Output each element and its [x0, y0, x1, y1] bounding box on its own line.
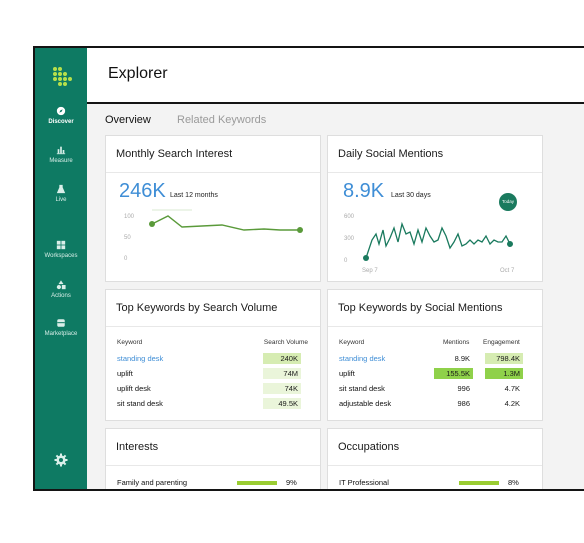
- interests-card: Interests Family and parenting 9%: [105, 428, 321, 489]
- top-keywords-social-mentions-card: Top Keywords by Social Mentions Keyword …: [327, 289, 543, 421]
- divider: [328, 465, 542, 466]
- card-title: Occupations: [338, 441, 400, 453]
- occupation-percent: 8%: [508, 478, 519, 487]
- tab-related-keywords[interactable]: Related Keywords: [177, 114, 267, 126]
- sidebar-item-label: Live: [55, 197, 67, 203]
- tab-overview[interactable]: Overview: [105, 114, 151, 126]
- y-axis-tick: 0: [344, 258, 348, 264]
- keyword-text: uplift: [339, 369, 355, 378]
- divider: [106, 326, 320, 327]
- search-volume-cell: 74M: [263, 368, 301, 379]
- social-mentions-line: [365, 221, 511, 259]
- occupations-card: Occupations IT Professional 8%: [327, 428, 543, 489]
- search-interest-value: 246K: [119, 180, 166, 202]
- sidebar-item-label: Workspaces: [44, 253, 78, 259]
- divider: [106, 465, 320, 466]
- card-title: Interests: [116, 441, 159, 453]
- daily-social-mentions-card: Daily Social Mentions 8.9K Last 30 days …: [327, 135, 543, 282]
- interest-bar: [237, 481, 277, 485]
- compass-icon: [56, 106, 66, 116]
- search-volume-cell: 240K: [263, 353, 301, 364]
- divider: [106, 172, 320, 173]
- sidebar-item-label: Discover: [48, 119, 74, 125]
- x-axis-tick: Sep 7: [362, 268, 378, 274]
- y-axis-tick: 300: [344, 236, 355, 242]
- app-window: Discover Measure Live Workspaces: [33, 46, 584, 491]
- interest-label: Family and parenting: [117, 478, 188, 487]
- engagement-cell: 798.4K: [485, 353, 523, 364]
- gear-icon[interactable]: [54, 453, 68, 467]
- engagement-cell: 4.7K: [504, 384, 520, 393]
- chart-point: [507, 241, 513, 247]
- page-header: Explorer: [87, 48, 584, 104]
- keyword-text: sit stand desk: [339, 384, 385, 393]
- y-axis-tick: 0: [124, 256, 128, 262]
- sidebar-item-marketplace[interactable]: Marketplace: [35, 318, 87, 337]
- keyword-link[interactable]: standing desk: [339, 354, 386, 363]
- sidebar-item-workspaces[interactable]: Workspaces: [35, 240, 87, 259]
- mentions-cell: 155.5K: [434, 368, 473, 379]
- top-keywords-search-volume-card: Top Keywords by Search Volume Keyword Se…: [105, 289, 321, 421]
- sidebar-item-discover[interactable]: Discover: [35, 106, 87, 125]
- today-badge: Today: [499, 193, 517, 211]
- keyword-text: uplift: [117, 369, 133, 378]
- sidebar-item-actions[interactable]: Actions: [35, 280, 87, 299]
- bar-chart-icon: [56, 146, 66, 155]
- sidebar-item-label: Actions: [51, 293, 71, 299]
- search-volume-cell: 49.5K: [263, 398, 301, 409]
- flask-icon: [56, 184, 66, 194]
- keyword-text: sit stand desk: [117, 399, 163, 408]
- divider: [328, 326, 542, 327]
- column-header: Mentions: [443, 339, 470, 346]
- social-mentions-period: Last 30 days: [391, 192, 431, 199]
- sidebar: Discover Measure Live Workspaces: [35, 48, 87, 489]
- card-title: Top Keywords by Search Volume: [116, 302, 278, 314]
- search-volume-cell: 74K: [263, 383, 301, 394]
- column-header: Engagement: [483, 339, 520, 346]
- sidebar-item-label: Marketplace: [44, 331, 78, 337]
- x-axis-tick: Oct 7: [500, 268, 515, 274]
- social-mentions-value: 8.9K: [343, 180, 385, 202]
- card-title: Monthly Search Interest: [116, 148, 233, 160]
- monthly-search-interest-card: Monthly Search Interest 246K Last 12 mon…: [105, 135, 321, 282]
- y-axis-tick: 50: [124, 235, 131, 241]
- card-title: Daily Social Mentions: [338, 148, 444, 160]
- occupation-bar: [459, 481, 499, 485]
- keyword-link[interactable]: standing desk: [117, 354, 164, 363]
- sidebar-item-measure[interactable]: Measure: [35, 145, 87, 164]
- y-axis-tick: 100: [124, 214, 135, 220]
- keyword-text: uplift desk: [117, 384, 151, 393]
- mentions-cell: 986: [457, 399, 470, 408]
- app-logo[interactable]: [52, 66, 72, 86]
- search-interest-period: Last 12 months: [170, 192, 218, 199]
- keyword-text: adjustable desk: [339, 399, 392, 408]
- chart-point: [297, 227, 303, 233]
- column-header: Keyword: [117, 339, 143, 346]
- column-header: Keyword: [339, 339, 365, 346]
- column-header: Search Volume: [263, 339, 308, 346]
- sidebar-item-label: Measure: [49, 158, 73, 164]
- engagement-cell: 4.2K: [504, 399, 520, 408]
- search-interest-chart: 100 50 0: [124, 209, 303, 262]
- sidebar-item-live[interactable]: Live: [35, 184, 87, 203]
- store-icon: [57, 319, 65, 327]
- engagement-cell: 1.3M: [485, 368, 523, 379]
- mentions-cell: 996: [457, 384, 470, 393]
- mentions-cell: 8.9K: [454, 354, 470, 363]
- divider: [328, 172, 542, 173]
- chart-point: [149, 221, 155, 227]
- y-axis-tick: 600: [344, 214, 355, 220]
- grid-icon: [56, 240, 66, 250]
- interest-percent: 9%: [286, 478, 297, 487]
- card-title: Top Keywords by Social Mentions: [338, 302, 503, 314]
- chart-point: [363, 255, 369, 261]
- social-mentions-chart: 600 300 0 Sep 7 Oct 7: [344, 214, 515, 274]
- shapes-icon: [56, 280, 66, 290]
- search-interest-line: [151, 215, 300, 231]
- page-title: Explorer: [108, 65, 168, 82]
- occupation-label: IT Professional: [339, 478, 389, 487]
